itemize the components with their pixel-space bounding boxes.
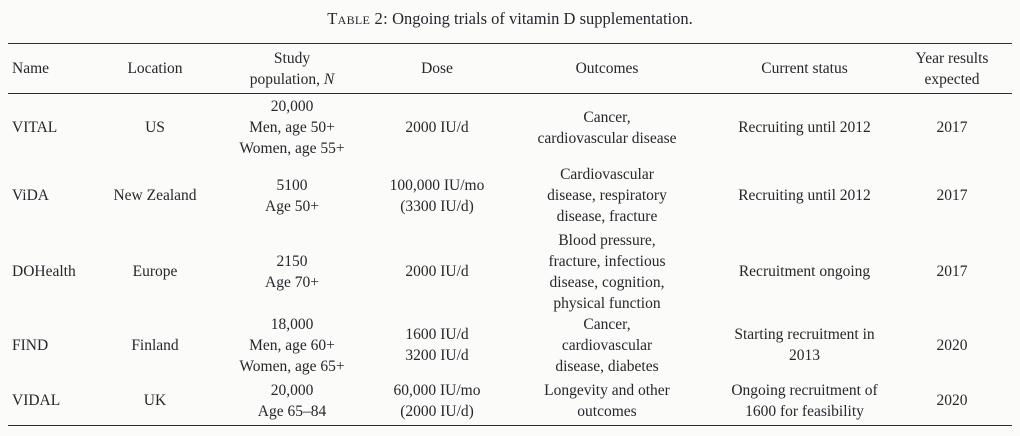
- cell-location: New Zealand: [113, 187, 197, 204]
- cell-status: Recruiting until 2012: [738, 187, 871, 204]
- table-body: VITAL US 20,000 Men, age 50+ Women, age …: [8, 94, 1012, 426]
- cell-year: 2017: [936, 119, 968, 137]
- cell-year: 2020: [936, 392, 968, 410]
- table-row-vital: VITAL US 20,000 Men, age 50+ Women, age …: [8, 94, 1012, 162]
- column-header-name: Name: [8, 43, 103, 94]
- cell-year: 2020: [936, 336, 968, 354]
- column-header-population: Study population, N: [207, 43, 377, 94]
- cell-dose: 100,000 IU/mo (3300 IU/d): [389, 176, 485, 215]
- column-header-population-line2: population,: [249, 70, 324, 88]
- table-caption: Table 2: Ongoing trials of vitamin D sup…: [0, 0, 1020, 37]
- column-header-status: Current status: [717, 43, 892, 94]
- cell-population: 5100 Age 50+: [265, 176, 319, 215]
- cell-dose: 1600 IU/d 3200 IU/d: [405, 326, 469, 364]
- cell-status: Starting recruitment in 2013: [734, 326, 875, 364]
- cell-dose: 2000 IU/d: [405, 263, 469, 280]
- cell-year: 2017: [936, 187, 968, 204]
- table-caption-label: Table 2:: [327, 9, 388, 28]
- table-header: Name Location Study population, N Dose Ou…: [8, 43, 1012, 94]
- cell-location: Finland: [131, 336, 179, 354]
- column-header-population-line1: Study: [273, 49, 311, 67]
- column-header-location: Location: [103, 43, 207, 94]
- table-caption-text: Ongoing trials of vitamin D supplementat…: [392, 9, 693, 28]
- cell-population: 18,000 Men, age 60+ Women, age 65+: [239, 315, 345, 375]
- trials-table: Name Location Study population, N Dose Ou…: [8, 43, 1012, 426]
- table-row-dohealth: DOHealth Europe 2150 Age 70+ 2000 IU/d B…: [8, 230, 1012, 314]
- cell-outcomes: Longevity and other outcomes: [544, 381, 670, 420]
- table-row-find: FIND Finland 18,000 Men, age 60+ Women, …: [8, 314, 1012, 377]
- cell-location: US: [145, 119, 165, 137]
- cell-dose: 2000 IU/d: [405, 119, 469, 137]
- cell-outcomes: Blood pressure, fracture, infectious dis…: [548, 231, 666, 312]
- cell-outcomes: Cancer, cardiovascular disease, diabetes: [555, 315, 659, 375]
- cell-name: DOHealth: [12, 263, 76, 280]
- cell-location: UK: [143, 392, 167, 410]
- cell-name: FIND: [12, 336, 49, 354]
- cell-population: 20,000 Men, age 50+ Women, age 55+: [239, 98, 345, 158]
- cell-population: 2150 Age 70+: [265, 252, 319, 291]
- cell-name: ViDA: [12, 187, 49, 204]
- cell-status: Recruitment ongoing: [738, 263, 871, 280]
- table-row-vida: ViDA New Zealand 5100 Age 50+ 100,000 IU…: [8, 162, 1012, 230]
- cell-dose: 60,000 IU/mo (2000 IU/d): [393, 381, 481, 420]
- cell-year: 2017: [936, 263, 968, 280]
- cell-status: Recruiting until 2012: [738, 119, 871, 137]
- cell-status: Ongoing recruitment of 1600 for feasibil…: [731, 381, 878, 420]
- header-row: Name Location Study population, N Dose Ou…: [8, 43, 1012, 94]
- cell-outcomes: Cardiovascular disease, respiratory dise…: [547, 166, 667, 225]
- population-n-symbol: N: [323, 70, 335, 88]
- cell-population: 20,000 Age 65–84: [257, 381, 327, 420]
- column-header-year: Year results expected: [892, 43, 1012, 94]
- cell-outcomes: Cancer, cardiovascular disease: [537, 108, 677, 147]
- column-header-dose: Dose: [377, 43, 497, 94]
- table-row-vidal: VIDAL UK 20,000 Age 65–84 60,000 IU/mo (…: [8, 377, 1012, 426]
- column-header-outcomes: Outcomes: [497, 43, 717, 94]
- cell-name: VIDAL: [12, 392, 61, 410]
- cell-name: VITAL: [12, 119, 58, 137]
- cell-location: Europe: [132, 263, 178, 280]
